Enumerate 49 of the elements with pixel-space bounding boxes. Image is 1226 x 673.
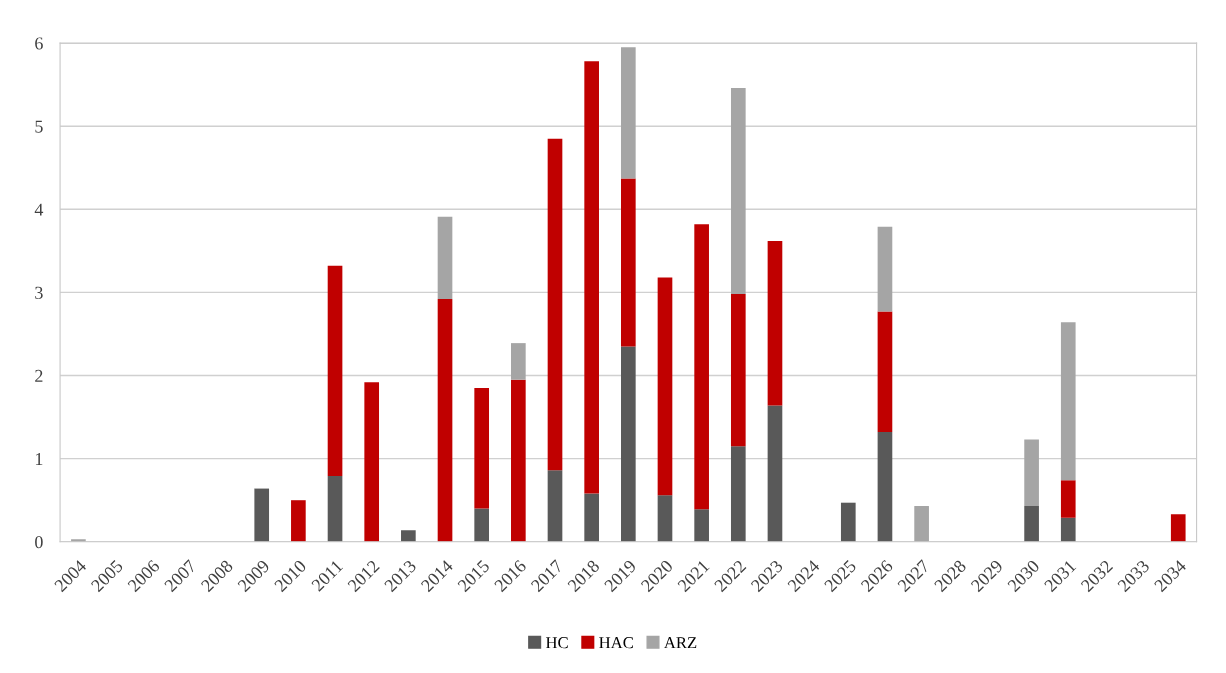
bar	[620, 346, 636, 542]
legend-label: HAC	[599, 637, 633, 649]
bar	[327, 476, 343, 542]
y-tick-label: 2	[35, 369, 43, 382]
bar	[437, 299, 453, 542]
bar	[620, 47, 636, 179]
bar	[767, 240, 783, 406]
bar	[511, 343, 526, 380]
bar	[547, 470, 563, 542]
y-tick-label: 3	[35, 286, 43, 299]
bar	[767, 405, 783, 542]
bar	[474, 388, 490, 509]
bar	[730, 87, 746, 295]
bar	[1024, 506, 1039, 542]
bar	[694, 509, 709, 542]
y-tick-label: 6	[35, 37, 43, 50]
bar	[1170, 514, 1186, 542]
legend-label: ARZ	[664, 637, 697, 649]
bar	[877, 432, 893, 542]
bar	[657, 495, 673, 542]
bar	[657, 277, 673, 496]
bar	[327, 265, 343, 477]
legend-label: HC	[545, 637, 568, 649]
bar	[474, 508, 490, 542]
bar	[1024, 439, 1039, 507]
bar	[401, 530, 416, 542]
bar	[254, 488, 270, 542]
y-tick-label: 4	[34, 203, 44, 216]
bar	[730, 446, 746, 542]
bar	[584, 61, 599, 494]
bar	[877, 311, 893, 433]
bar	[914, 506, 929, 542]
bar	[364, 382, 380, 542]
bar	[840, 502, 856, 542]
bar	[437, 216, 453, 300]
bar	[1060, 322, 1076, 481]
bar	[1060, 517, 1076, 542]
y-tick-label: 1	[35, 452, 43, 465]
bar	[511, 379, 526, 542]
bar	[620, 178, 636, 347]
y-tick-label: 0	[35, 536, 43, 549]
bar	[730, 294, 746, 447]
bar	[584, 493, 599, 542]
y-tick-label: 5	[35, 120, 43, 133]
bar	[291, 500, 306, 542]
bar	[1060, 480, 1076, 518]
bar	[547, 138, 563, 471]
bar	[877, 226, 893, 312]
bar	[694, 224, 709, 510]
